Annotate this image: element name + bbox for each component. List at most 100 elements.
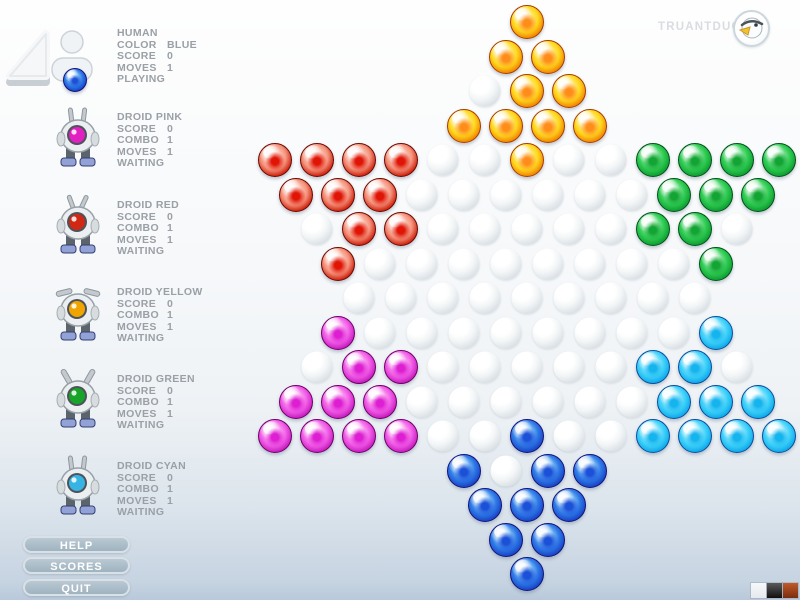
marble-blue[interactable]	[447, 453, 481, 488]
marble-blue[interactable]	[489, 522, 523, 557]
marble-yellow[interactable]	[552, 74, 586, 108]
board-hole[interactable]	[574, 386, 606, 417]
marble-yellow[interactable]	[447, 108, 481, 143]
marble-cyan[interactable]	[720, 419, 754, 453]
quit-button[interactable]: QUIT	[23, 579, 130, 596]
board-hole[interactable]	[469, 75, 501, 107]
marble-blue[interactable]	[510, 488, 544, 522]
board-hole[interactable]	[532, 248, 564, 279]
marble-yellow[interactable]	[510, 5, 544, 39]
board-hole[interactable]	[406, 248, 438, 279]
marble-blue[interactable]	[573, 453, 607, 488]
board-hole[interactable]	[553, 351, 585, 383]
marble-yellow[interactable]	[489, 108, 523, 143]
board-hole[interactable]	[385, 282, 417, 314]
board-hole[interactable]	[427, 420, 459, 452]
marble-green[interactable]	[636, 212, 670, 246]
board-hole[interactable]	[616, 386, 648, 417]
board-hole[interactable]	[469, 282, 501, 314]
board-hole[interactable]	[595, 213, 627, 245]
board-hole[interactable]	[427, 144, 459, 176]
marble-green[interactable]	[720, 143, 754, 177]
board-hole[interactable]	[532, 386, 564, 417]
marble-red[interactable]	[300, 143, 334, 177]
board-hole[interactable]	[469, 144, 501, 176]
board-hole[interactable]	[532, 179, 564, 210]
marble-yellow[interactable]	[510, 143, 544, 177]
marble-magenta[interactable]	[342, 350, 376, 384]
board-hole[interactable]	[448, 248, 480, 279]
board-hole[interactable]	[490, 179, 522, 210]
board-hole[interactable]	[721, 351, 753, 383]
board-hole[interactable]	[553, 420, 585, 452]
duck-logo-icon[interactable]	[733, 10, 770, 47]
marble-red[interactable]	[342, 143, 376, 177]
marble-green[interactable]	[657, 177, 691, 212]
board-hole[interactable]	[490, 386, 522, 417]
board-hole[interactable]	[553, 213, 585, 245]
board-hole[interactable]	[595, 420, 627, 452]
board-hole[interactable]	[658, 248, 690, 279]
board-hole[interactable]	[490, 317, 522, 348]
marble-cyan[interactable]	[678, 350, 712, 384]
marble-blue[interactable]	[552, 488, 586, 522]
marble-magenta[interactable]	[342, 419, 376, 453]
marble-magenta[interactable]	[258, 419, 292, 453]
board-hole[interactable]	[616, 179, 648, 210]
board-hole[interactable]	[595, 351, 627, 383]
board-hole[interactable]	[448, 386, 480, 417]
board-hole[interactable]	[553, 282, 585, 314]
marble-red[interactable]	[342, 212, 376, 246]
board-hole[interactable]	[574, 317, 606, 348]
marble-cyan[interactable]	[741, 384, 775, 419]
marble-yellow[interactable]	[510, 74, 544, 108]
board-hole[interactable]	[469, 213, 501, 245]
marble-green[interactable]	[636, 143, 670, 177]
marble-red[interactable]	[258, 143, 292, 177]
marble-blue[interactable]	[531, 453, 565, 488]
board-hole[interactable]	[574, 179, 606, 210]
marble-red[interactable]	[384, 212, 418, 246]
board-hole[interactable]	[658, 317, 690, 348]
marble-red[interactable]	[321, 177, 355, 212]
marble-red[interactable]	[384, 143, 418, 177]
board-hole[interactable]	[616, 317, 648, 348]
board-hole[interactable]	[427, 351, 459, 383]
board-hole[interactable]	[595, 144, 627, 176]
marble-magenta[interactable]	[363, 384, 397, 419]
marble-magenta[interactable]	[384, 350, 418, 384]
board-hole[interactable]	[511, 213, 543, 245]
marble-green[interactable]	[741, 177, 775, 212]
board-hole[interactable]	[490, 248, 522, 279]
board-hole[interactable]	[679, 282, 711, 314]
theme-swatch-dark[interactable]	[767, 583, 782, 598]
board-hole[interactable]	[448, 317, 480, 348]
marble-cyan[interactable]	[636, 419, 670, 453]
theme-swatch-rust[interactable]	[783, 583, 798, 598]
scores-button[interactable]: SCORES	[23, 557, 130, 574]
board-hole[interactable]	[553, 144, 585, 176]
marble-cyan[interactable]	[699, 315, 733, 350]
board-hole[interactable]	[469, 420, 501, 452]
board-hole[interactable]	[406, 179, 438, 210]
marble-magenta[interactable]	[384, 419, 418, 453]
marble-cyan[interactable]	[762, 419, 796, 453]
help-button[interactable]: HELP	[23, 536, 130, 553]
board-hole[interactable]	[511, 282, 543, 314]
board-hole[interactable]	[490, 455, 522, 486]
marble-magenta[interactable]	[321, 315, 355, 350]
board-hole[interactable]	[721, 213, 753, 245]
marble-yellow[interactable]	[531, 39, 565, 74]
marble-green[interactable]	[699, 177, 733, 212]
marble-blue[interactable]	[468, 488, 502, 522]
board-hole[interactable]	[301, 213, 333, 245]
board-hole[interactable]	[406, 386, 438, 417]
marble-red[interactable]	[363, 177, 397, 212]
marble-magenta[interactable]	[300, 419, 334, 453]
theme-swatch-light[interactable]	[751, 583, 766, 598]
board-hole[interactable]	[637, 282, 669, 314]
board-hole[interactable]	[364, 317, 396, 348]
board-hole[interactable]	[574, 248, 606, 279]
marble-cyan[interactable]	[678, 419, 712, 453]
board-hole[interactable]	[364, 248, 396, 279]
